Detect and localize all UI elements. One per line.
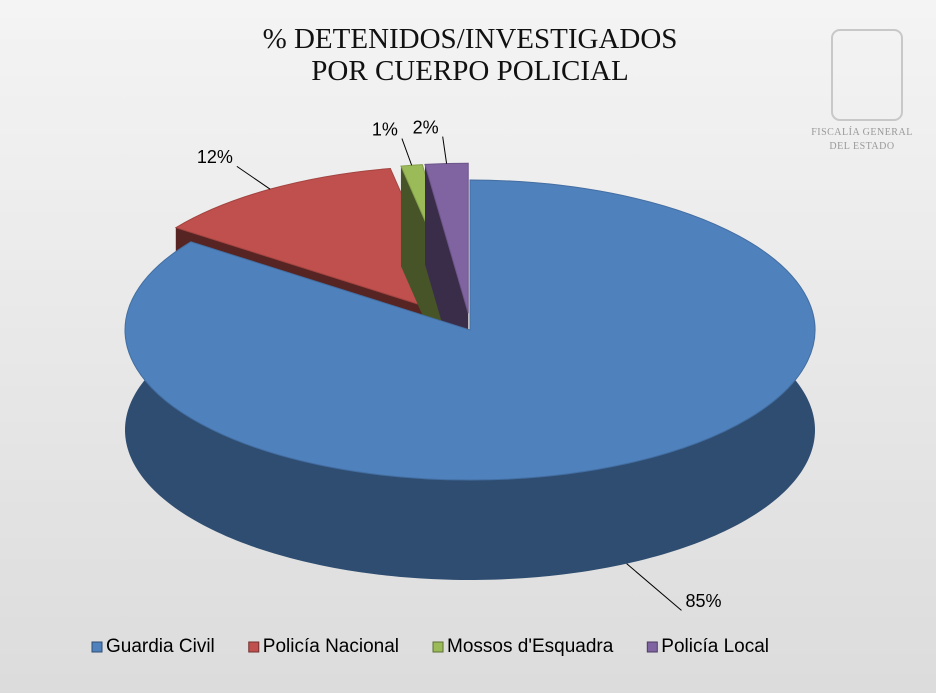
data-label: 1%	[372, 119, 398, 139]
pie: 85% 12% 1% 2%	[124, 117, 816, 611]
logo-text: DEL ESTADO	[829, 141, 894, 152]
leader-line	[442, 136, 448, 164]
legend-swatch	[646, 641, 658, 653]
legend-swatch	[432, 641, 444, 653]
chart-title: POR CUERPO POLICIAL	[311, 55, 628, 87]
legend-swatch	[91, 641, 103, 653]
slice	[124, 179, 816, 481]
chart-title: % DETENIDOS/INVESTIGADOS	[263, 23, 678, 55]
logo-text: FISCALÍA GENERAL	[811, 126, 913, 138]
legend-label: Policía Nacional	[263, 636, 399, 657]
legend: Guardia Civil Policía Nacional Mossos d'Es…	[91, 636, 769, 657]
leader-line	[626, 563, 682, 611]
data-label: 2%	[413, 117, 439, 137]
leader-line	[401, 138, 413, 166]
legend-swatch	[248, 641, 260, 653]
legend-label: Guardia Civil	[106, 636, 215, 657]
data-label: 12%	[197, 147, 233, 167]
logo: FISCALÍA GENERAL DEL ESTADO	[811, 29, 913, 152]
legend-label: Policía Local	[661, 636, 769, 657]
slice	[174, 167, 456, 317]
legend-label: Mossos d'Esquadra	[447, 636, 614, 657]
leader-line	[236, 165, 271, 190]
logo-emblem	[831, 29, 903, 121]
data-label: 85%	[685, 591, 721, 611]
